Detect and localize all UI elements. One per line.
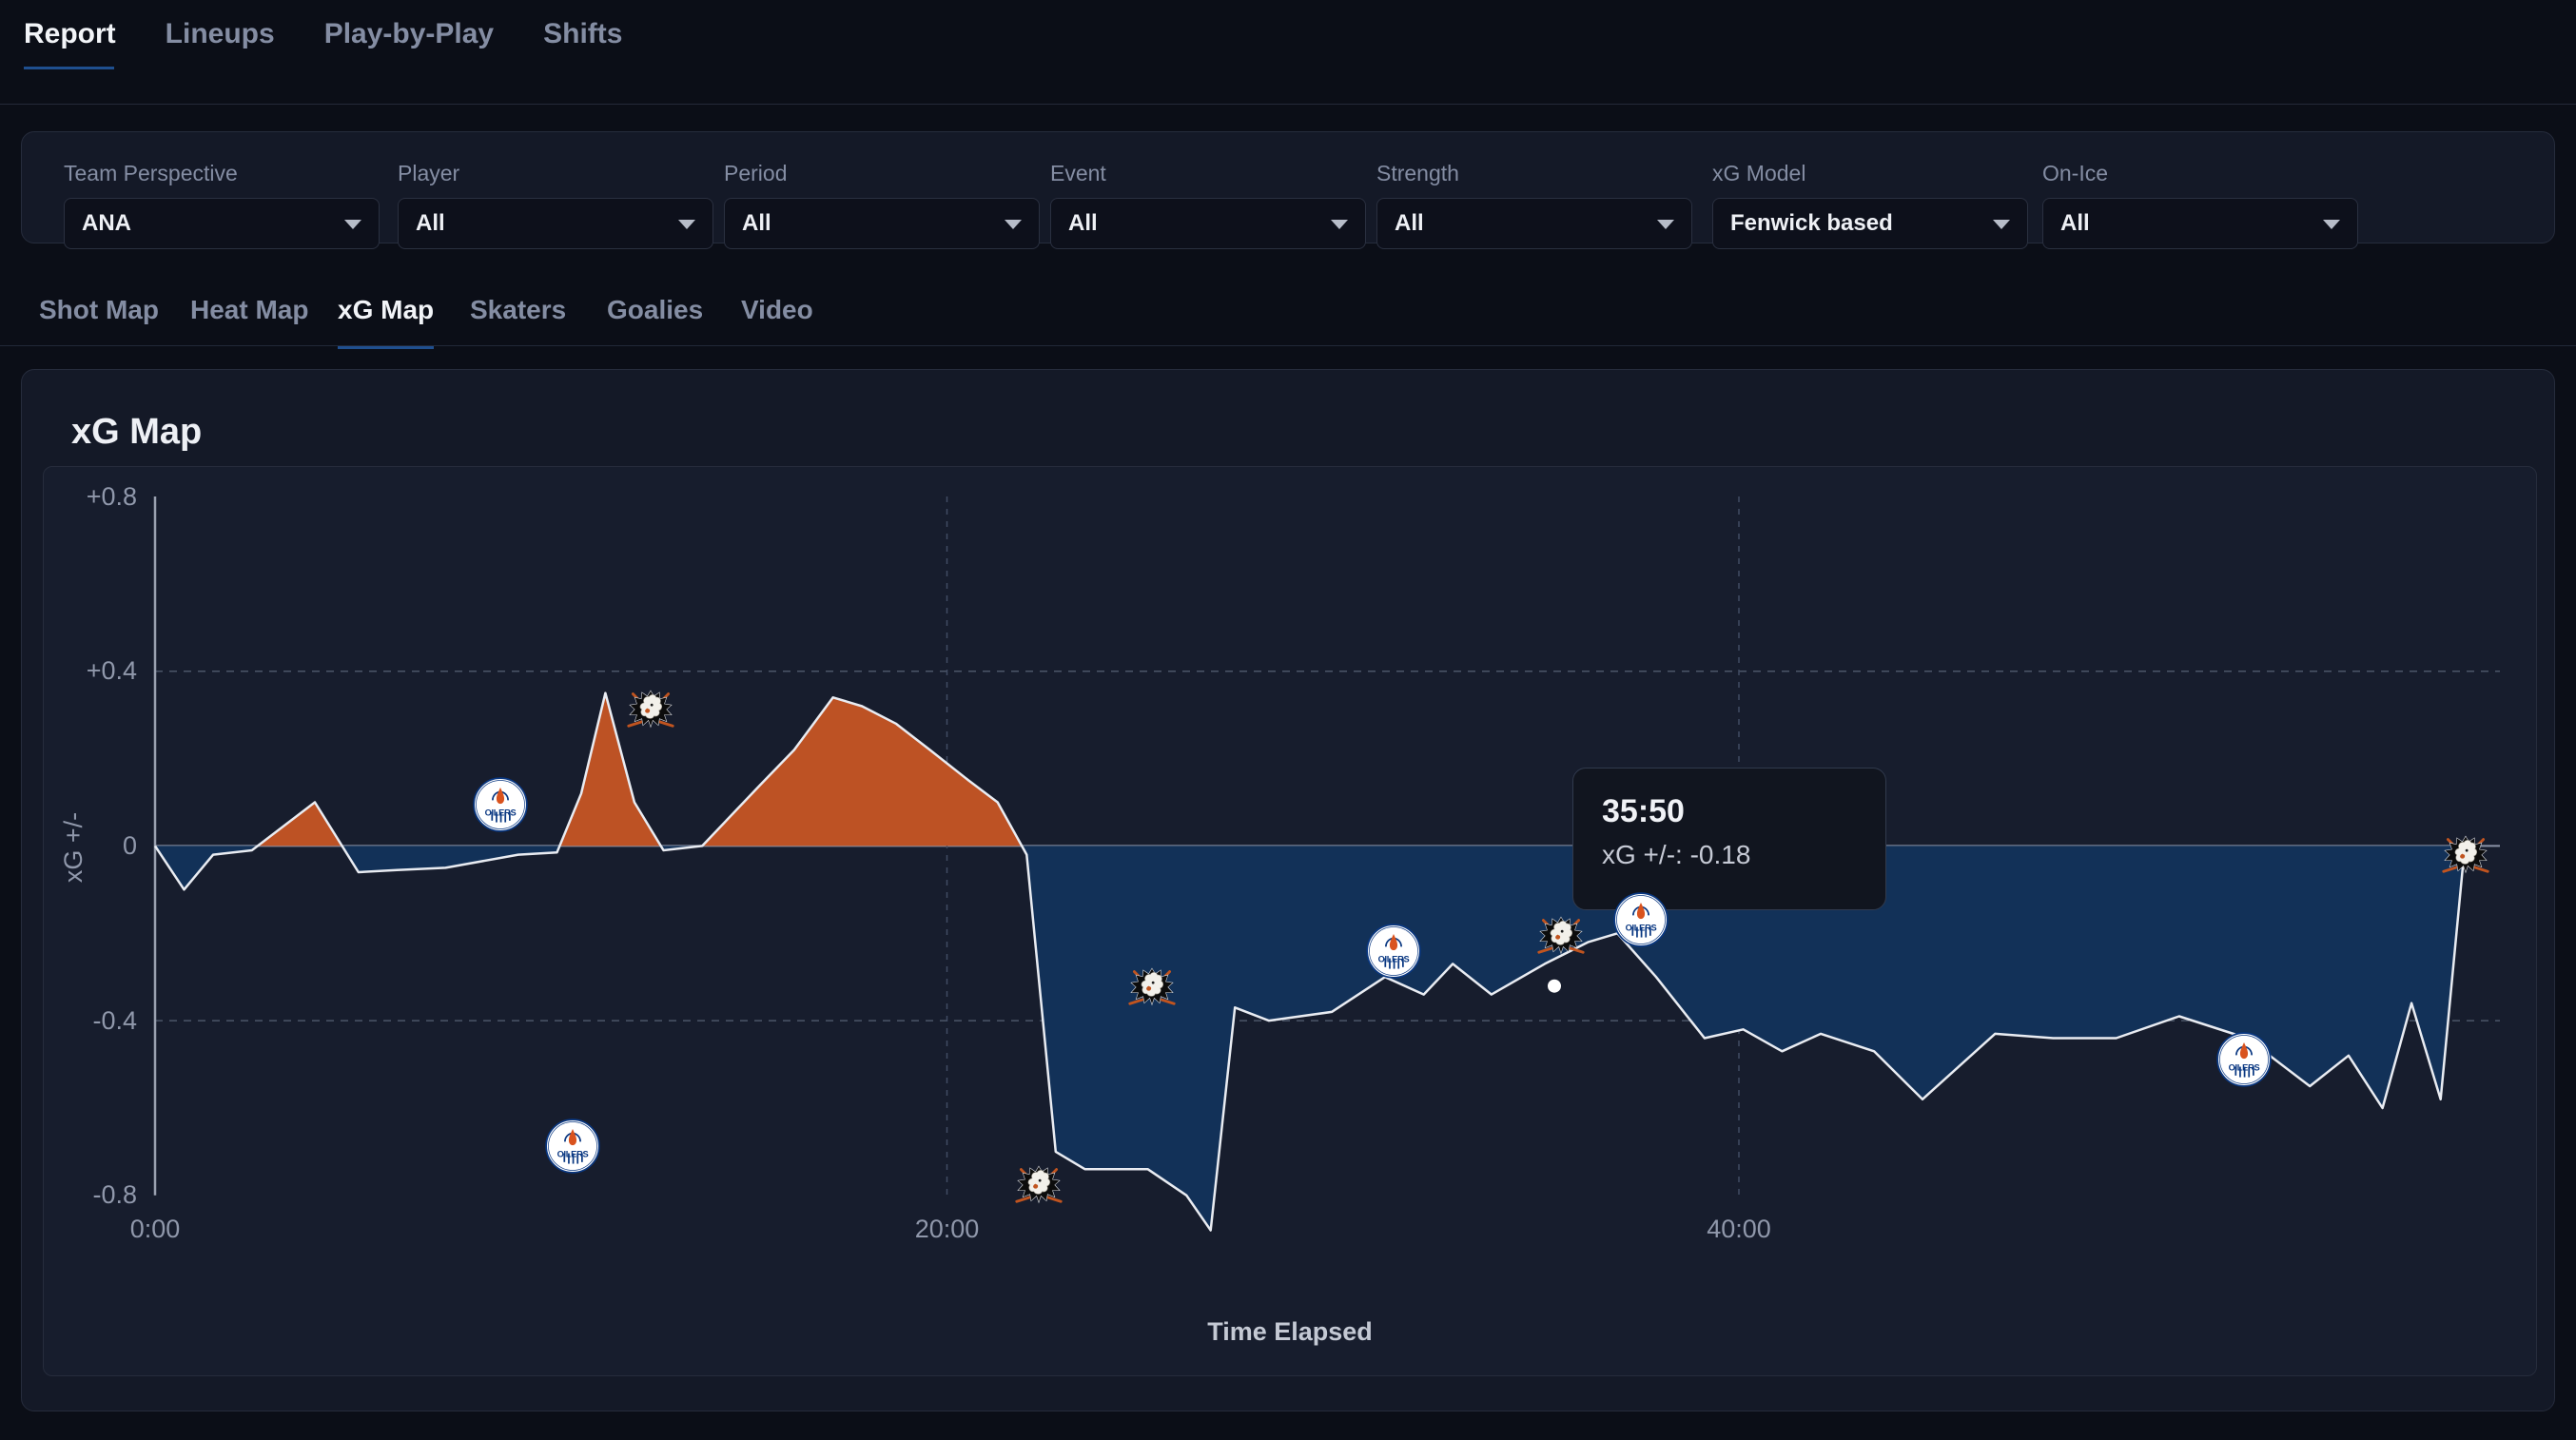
svg-text:OILERS: OILERS [1378,955,1410,964]
svg-text:OILERS: OILERS [557,1150,589,1159]
svg-text:+0.8: +0.8 [87,482,137,511]
svg-text:OILERS: OILERS [485,808,517,818]
svg-text:xG +/-: xG +/- [59,812,88,883]
svg-text:40:00: 40:00 [1707,1215,1771,1243]
svg-text:OILERS: OILERS [1626,924,1657,933]
svg-text:0: 0 [123,831,137,860]
svg-text:-0.4: -0.4 [92,1006,137,1035]
svg-text:+0.4: +0.4 [87,656,137,685]
svg-text:OILERS: OILERS [2229,1063,2260,1073]
svg-text:-0.8: -0.8 [92,1180,137,1209]
svg-text:0:00: 0:00 [130,1215,181,1243]
svg-text:20:00: 20:00 [915,1215,980,1243]
